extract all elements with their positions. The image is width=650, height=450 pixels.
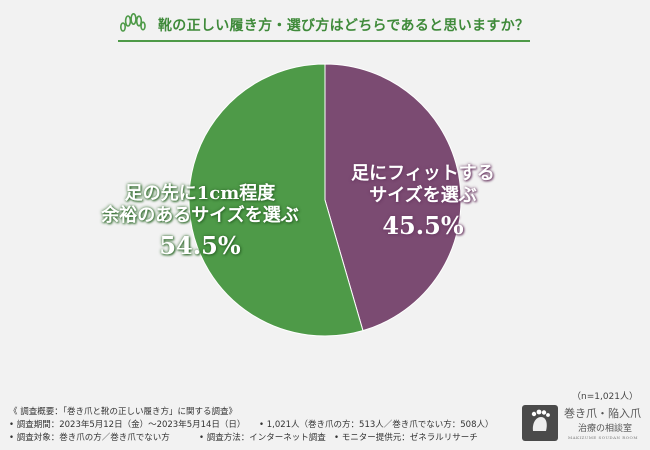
slice-label-margin-line-2: 余裕のあるサイズを選ぶ <box>101 205 299 226</box>
slice-value-fit: 45.5% <box>382 211 464 240</box>
survey-monitor: • モニター提供元：ゼネラルリサーチ <box>334 433 478 443</box>
survey-heading: 《 調査概要：「巻き爪と靴の正しい履き方」に関する調査》 <box>9 407 237 417</box>
brand-logo: 巻き爪・陥入爪 治療の相談室 MAKIZUME SOUDAN ROOM <box>522 403 642 445</box>
logo-line-2: 治療の相談室 <box>578 424 633 434</box>
survey-target: • 調査対象：巻き爪の方／巻き爪でない方 <box>9 433 170 443</box>
title-underline <box>118 40 530 42</box>
sample-size-label: （n=1,021人） <box>571 392 638 402</box>
logo-line-1: 巻き爪・陥入爪 <box>564 407 641 420</box>
survey-method: • 調査方法：インターネット調査 <box>199 433 326 443</box>
survey-summary: 《 調査概要：「巻き爪と靴の正しい履き方」に関する調査》 • 調査期間：2023… <box>9 406 509 445</box>
survey-row-1: • 調査期間：2023年5月12日（金）〜2023年5月14日（日） • 1,0… <box>9 419 509 432</box>
survey-period: • 調査期間：2023年5月12日（金）〜2023年5月14日（日） <box>9 420 246 430</box>
survey-count: • 1,021人（巻き爪の方：513人／巻き爪でない方：508人） <box>259 420 494 430</box>
chart-header: 靴の正しい履き方・選び方はどちらであると思いますか？ <box>118 10 530 44</box>
slice-label-fit-line-1: 足にフィットする <box>351 163 495 184</box>
foot-logo-icon <box>522 405 558 441</box>
slice-label-fit: 足にフィットする サイズを選ぶ 45.5% <box>338 163 508 241</box>
survey-row-2: • 調査対象：巻き爪の方／巻き爪でない方 • 調査方法：インターネット調査 • … <box>9 432 509 445</box>
slice-label-margin-line-1: 足の先に1cm程度 <box>124 183 276 204</box>
logo-line-3: MAKIZUME SOUDAN ROOM <box>568 435 638 440</box>
slice-value-margin: 54.5% <box>159 231 241 260</box>
chart-title: 靴の正しい履き方・選び方はどちらであると思いますか？ <box>158 18 530 34</box>
pie-slice-fit <box>324 63 462 332</box>
slice-label-fit-line-2: サイズを選ぶ <box>369 185 477 206</box>
pie-slice-margin <box>188 63 364 337</box>
slice-label-margin: 足の先に1cm程度 余裕のあるサイズを選ぶ 54.5% <box>82 183 318 261</box>
foot-outline-icon <box>119 13 146 32</box>
